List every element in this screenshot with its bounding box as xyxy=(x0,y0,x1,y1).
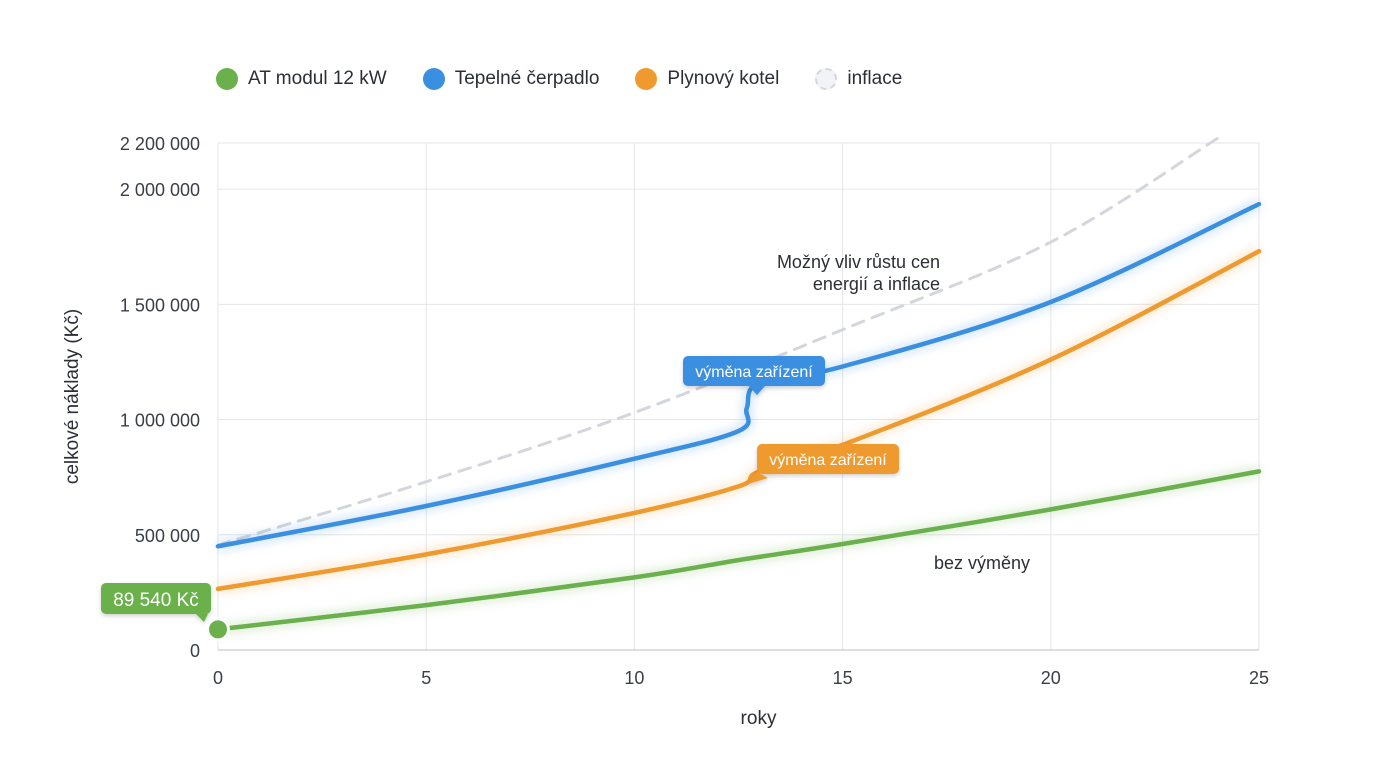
x-tick-label: 0 xyxy=(213,668,223,688)
legend-label: inflace xyxy=(847,68,903,89)
legend-dot-orange xyxy=(635,68,658,90)
y-tick-label: 500 000 xyxy=(135,526,200,546)
hp-replacement-callout-box xyxy=(683,356,825,386)
y-tick-label: 2 000 000 xyxy=(120,180,200,200)
x-axis-title: roky xyxy=(741,708,777,729)
x-tick-label: 25 xyxy=(1249,668,1269,688)
gas-replacement-callout-box xyxy=(757,444,899,474)
y-tick-label: 2 200 000 xyxy=(120,134,200,154)
legend-dot-green xyxy=(216,68,238,90)
inflation-note-line-2: energií a inflace xyxy=(813,274,940,294)
series-line-tepeln-erpadlo xyxy=(215,201,1262,549)
hp-replacement-callout-pointer xyxy=(749,386,765,395)
start-value-pointer xyxy=(196,614,208,622)
legend-label: Plynový kotel xyxy=(667,68,780,89)
legend-item-inflace[interactable]: inflace xyxy=(815,68,902,90)
y-axis-title: celkové náklady (Kč) xyxy=(62,309,83,484)
series-glow-at-modul-12-kw xyxy=(217,466,1260,634)
x-tick-label: 20 xyxy=(1041,668,1061,688)
legend-dot-dashed xyxy=(815,68,838,90)
y-tick-label: 0 xyxy=(190,641,200,661)
series-line-at-modul-12-kw xyxy=(215,469,1262,632)
y-tick-label: 1 000 000 xyxy=(120,411,200,431)
gas-replacement-callout: výměna zařízení xyxy=(748,444,899,484)
x-tick-label: 5 xyxy=(421,668,431,688)
legend-item-plynovy-kotel[interactable]: Plynový kotel xyxy=(635,68,779,90)
series-glow-plynov-kotel xyxy=(217,247,1262,594)
no-replacement-label: bez výměny xyxy=(934,553,1030,573)
series-line-inflace xyxy=(216,136,1219,547)
gas-replacement-callout-pointer xyxy=(748,472,768,484)
start-point xyxy=(207,618,229,641)
gas-replacement-callout-text: výměna zařízení xyxy=(769,452,887,469)
start-value-text: 89 540 Kč xyxy=(113,590,199,611)
chart-axes: 0 5 10 15 20 25 0 500 000 1 000 000 1 500 000 2 00… xyxy=(62,134,1269,729)
x-tick-label: 15 xyxy=(833,668,853,688)
legend-label: AT modul 12 kW xyxy=(248,68,387,89)
start-value-badge: 89 540 Kč xyxy=(101,583,211,622)
legend-dot-blue xyxy=(422,68,445,90)
hp-replacement-callout-text: výměna zařízení xyxy=(695,364,813,381)
series-line-plynov-kotel xyxy=(215,249,1262,592)
y-tick-label: 1 500 000 xyxy=(120,295,200,315)
hp-replacement-callout: výměna zařízení xyxy=(683,356,825,395)
legend-label: Tepelné čerpadlo xyxy=(454,68,600,89)
inflation-note-line-1: Možný vliv růstu cen xyxy=(777,252,940,272)
chart-legend: AT modul 12 kW Tepelné čerpadlo Plynový … xyxy=(216,68,902,90)
start-value-box xyxy=(101,583,211,614)
x-tick-label: 10 xyxy=(624,668,644,688)
chart-grid xyxy=(217,142,1260,651)
legend-item-at-modul[interactable]: AT modul 12 kW xyxy=(216,68,387,90)
legend-item-tepelne-cerpadlo[interactable]: Tepelné čerpadlo xyxy=(422,68,600,90)
